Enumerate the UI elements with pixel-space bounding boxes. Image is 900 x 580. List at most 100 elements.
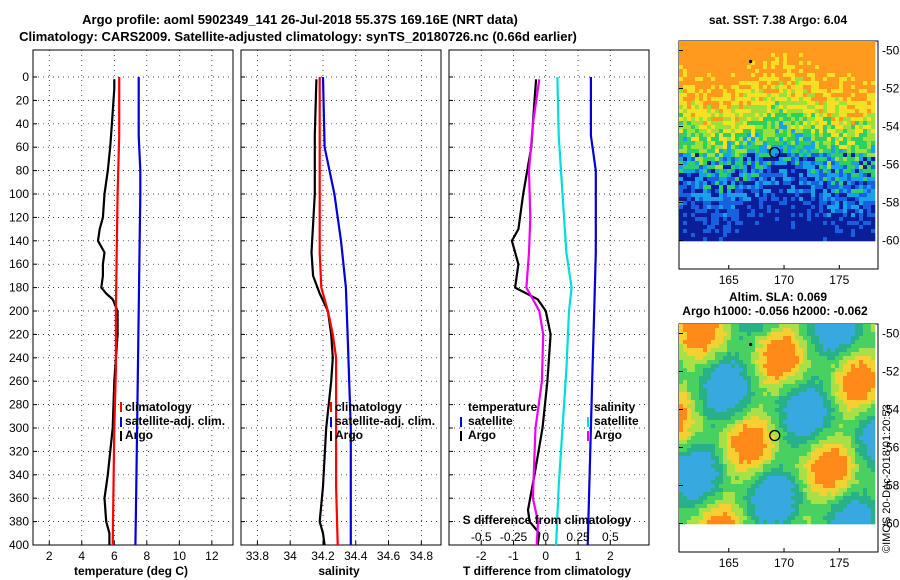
map-cell	[699, 229, 704, 234]
map-cell	[767, 93, 772, 98]
map-cell	[827, 344, 832, 349]
map-cell	[703, 221, 708, 226]
map-cell	[871, 504, 876, 509]
map-cell	[751, 77, 756, 82]
map-cell	[739, 121, 744, 126]
map-cell	[799, 113, 804, 118]
map-cell	[791, 464, 796, 469]
map-cell	[747, 89, 752, 94]
figure-title-line1: Argo profile: aoml 5902349_141 26-Jul-20…	[82, 12, 518, 27]
map-cell	[703, 336, 708, 341]
map-cell	[851, 368, 856, 373]
map-cell	[695, 173, 700, 178]
map-cell	[691, 225, 696, 230]
map-cell	[763, 81, 768, 86]
map-cell	[763, 185, 768, 190]
map-cell	[799, 133, 804, 138]
map-cell	[751, 400, 756, 405]
map-cell	[727, 105, 732, 110]
map-cell	[747, 424, 752, 429]
map-cell	[779, 89, 784, 94]
map-cell	[795, 336, 800, 341]
map-cell	[735, 149, 740, 154]
map-cell	[783, 404, 788, 409]
map-ytick-label: -60	[882, 234, 900, 248]
map-cell	[711, 217, 716, 222]
map-cell	[787, 496, 792, 501]
map-cell	[787, 65, 792, 70]
map-cell	[759, 452, 764, 457]
map-cell	[843, 105, 848, 110]
map-cell	[799, 81, 804, 86]
map-cell	[687, 500, 692, 505]
map-cell	[703, 141, 708, 146]
map-cell	[679, 45, 684, 50]
map-cell	[767, 213, 772, 218]
map-cell	[827, 137, 832, 142]
map-cell	[707, 332, 712, 337]
map-cell	[703, 193, 708, 198]
map-cell	[779, 209, 784, 214]
map-cell	[815, 500, 820, 505]
map-cell	[719, 133, 724, 138]
map-cell	[755, 460, 760, 465]
map-cell	[803, 193, 808, 198]
map-cell	[871, 404, 876, 409]
map-cell	[751, 460, 756, 465]
map-cell	[767, 328, 772, 333]
map-cell	[791, 480, 796, 485]
map-cell	[687, 109, 692, 114]
map-cell	[823, 336, 828, 341]
map-cell	[795, 209, 800, 214]
map-cell	[839, 356, 844, 361]
map-cell	[751, 488, 756, 493]
map-cell	[843, 201, 848, 206]
map-cell	[787, 324, 792, 329]
map-cell	[683, 328, 688, 333]
map-cell	[723, 424, 728, 429]
map-cell	[703, 476, 708, 481]
map-cell	[787, 420, 792, 425]
map-cell	[711, 380, 716, 385]
map-cell	[695, 476, 700, 481]
map-cell	[751, 97, 756, 102]
map-cell	[767, 428, 772, 433]
map-cell	[739, 344, 744, 349]
map-cell	[863, 340, 868, 345]
map-cell	[867, 173, 872, 178]
map-cell	[819, 189, 824, 194]
map-cell	[823, 504, 828, 509]
map-cell	[683, 408, 688, 413]
map-cell	[787, 109, 792, 114]
map-cell	[731, 468, 736, 473]
map-cell	[759, 53, 764, 58]
map-cell	[727, 328, 732, 333]
map-cell	[779, 360, 784, 365]
map-cell	[867, 480, 872, 485]
map-cell	[695, 388, 700, 393]
map-cell	[867, 169, 872, 174]
map-cell	[735, 376, 740, 381]
map-cell	[867, 352, 872, 357]
map-cell	[819, 173, 824, 178]
xtick-label: 34	[284, 549, 298, 563]
map-cell	[831, 201, 836, 206]
map-cell	[771, 157, 776, 162]
map-cell	[763, 221, 768, 226]
map-cell	[771, 392, 776, 397]
map-cell	[811, 452, 816, 457]
map-cell	[691, 77, 696, 82]
map-cell	[747, 400, 752, 405]
map-cell	[679, 396, 684, 401]
map-cell	[687, 53, 692, 58]
map-cell	[863, 460, 868, 465]
map-cell	[859, 484, 864, 489]
map-cell	[799, 360, 804, 365]
map-cell	[687, 380, 692, 385]
map-cell	[835, 360, 840, 365]
map-cell	[723, 97, 728, 102]
map-cell	[679, 113, 684, 118]
map-cell	[679, 109, 684, 114]
map-cell	[803, 408, 808, 413]
map-cell	[715, 173, 720, 178]
